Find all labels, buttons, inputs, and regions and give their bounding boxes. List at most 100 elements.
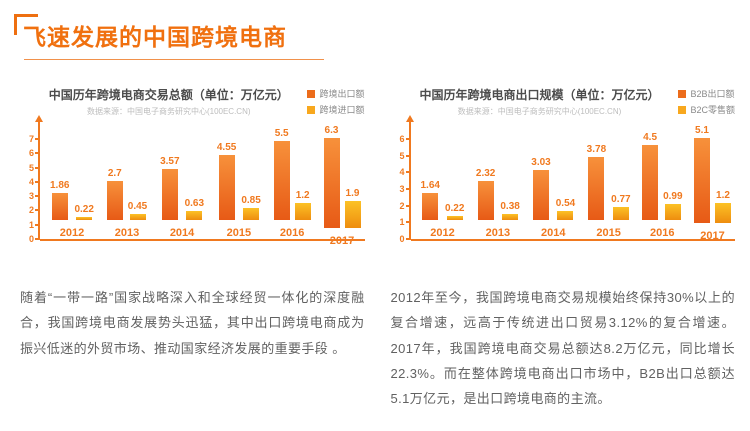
bar-pair: 2.32 0.38	[476, 125, 520, 220]
bar-value-label: 0.85	[241, 194, 261, 206]
chart-source: 数据来源：中国电子商务研究中心(100EC.CN)	[457, 107, 622, 116]
bar-column: 5.1	[693, 125, 710, 223]
legend-item: 跨境进口额	[307, 103, 365, 116]
bar-value-label: 5.1	[695, 125, 709, 136]
bar-group: 6.3 1.9 2017	[323, 125, 361, 247]
bar	[557, 211, 574, 220]
bar-pair: 3.78 0.77	[587, 125, 631, 220]
bar-column: 1.2	[714, 190, 731, 223]
legend-swatch-icon	[678, 105, 687, 114]
bar-value-label: 1.2	[716, 190, 730, 201]
bar-pair: 3.57 0.63	[160, 125, 204, 220]
bar	[344, 200, 361, 228]
bar-group: 5.5 1.2 2016	[273, 125, 311, 239]
y-tick-mark	[35, 223, 40, 226]
bar-value-label: 0.99	[663, 190, 683, 202]
bar	[502, 213, 519, 220]
bar-group: 3.03 0.54 2014	[531, 125, 575, 240]
bar	[642, 145, 659, 220]
legend-item: B2B出口额	[678, 87, 735, 100]
bar-group: 5.1 1.2 2017	[693, 125, 731, 242]
bar	[76, 216, 93, 220]
y-tick-mark	[35, 209, 40, 212]
bar-group: 2.7 0.45 2013	[106, 125, 147, 239]
bar-group: 4.5 0.99 2016	[642, 125, 683, 239]
year-label: 2016	[650, 227, 675, 239]
y-tick-label: 7	[28, 134, 34, 144]
bar-value-label: 4.55	[216, 142, 237, 153]
y-tick-mark	[35, 195, 40, 198]
bar-column: 4.5	[642, 132, 659, 220]
bar-value-label: 1.86	[50, 180, 70, 192]
bar-column: 3.03	[531, 156, 551, 220]
slide-header: 飞速发展的中国跨境电商	[14, 13, 344, 60]
x-axis-line	[410, 239, 735, 241]
legend-label: B2C零售额	[690, 105, 735, 115]
bar-column: 0.99	[663, 190, 683, 220]
y-tick-label: 6	[28, 148, 34, 159]
bar	[323, 138, 340, 228]
year-label: 2014	[541, 227, 566, 239]
corner-bracket-decoration	[14, 14, 38, 35]
year-label: 2013	[114, 227, 140, 239]
bar-value-label: 2.7	[107, 168, 122, 180]
y-axis: 0 1 2 3 4 5 6 7	[20, 115, 43, 244]
right-paragraph: 2012年至今，我国跨境电商交易规模始终保持30%以上的复合增速，远高于传统进出…	[390, 290, 735, 407]
bar-pair: 5.5 1.2	[273, 125, 311, 220]
year-label: 2012	[430, 227, 455, 239]
bar-pair: 5.1 1.2	[693, 125, 731, 223]
y-tick-mark	[405, 171, 411, 174]
title-underline	[24, 59, 324, 60]
chart-legend: B2B出口额 B2C零售额	[678, 86, 735, 119]
chart-legend: 跨境出口额跨境进口额	[307, 86, 365, 119]
y-tick-label: 5	[399, 150, 405, 161]
bar	[186, 211, 203, 220]
bar-value-label: 3.78	[586, 144, 607, 155]
legend-label: 跨境出口额	[319, 89, 365, 99]
y-axis-line	[38, 120, 40, 239]
y-tick-label: 6	[399, 134, 405, 144]
bar-group: 4.55 0.85 2015	[217, 125, 261, 239]
bar-value-label: 3.57	[160, 156, 180, 167]
bar-value-label: 3.03	[531, 156, 551, 168]
y-tick-label: 3	[399, 184, 405, 194]
y-axis-arrow-icon	[35, 115, 43, 122]
bar-column: 1.9	[344, 188, 361, 228]
y-axis-arrow-icon	[405, 115, 414, 122]
y-tick-label: 4	[399, 167, 405, 178]
bar	[129, 213, 146, 220]
bar-plot: 0 1 2 3 4 5 6 7 1.86 0.22 2012 2.7 0.45 2013 3.57 0.63 2…	[20, 115, 365, 259]
y-tick-mark	[405, 188, 411, 190]
chart-transaction-total: 中国历年跨境电商交易总额（单位：万亿元） 数据来源：中国电子商务研究中心(100…	[20, 86, 365, 259]
bar-column: 0.54	[556, 198, 575, 220]
bar-groups: 1.86 0.22 2012 2.7 0.45 2013 3.57 0.63 2014 4.55 0…	[42, 125, 365, 247]
bar-column: 3.78	[587, 144, 606, 220]
y-tick-label: 5	[28, 162, 34, 173]
bar-value-label: 0.77	[611, 194, 631, 206]
year-label: 2016	[279, 227, 305, 239]
y-tick-label: 1	[399, 217, 405, 228]
y-tick-mark	[35, 152, 40, 155]
bar-group: 1.86 0.22 2012	[50, 125, 94, 239]
bar	[446, 216, 463, 220]
bar	[533, 169, 550, 220]
chart-title: 中国历年跨境电商出口规模（单位：万亿元）	[419, 88, 660, 102]
y-tick-mark	[35, 180, 40, 183]
bar-column: 0.63	[185, 198, 204, 220]
bar	[714, 203, 731, 223]
year-label: 2017	[329, 235, 355, 247]
bar	[693, 138, 710, 223]
bar-value-label: 0.63	[184, 198, 205, 209]
year-label: 2013	[485, 227, 511, 239]
chart-head: 中国历年跨境电商出口规模（单位：万亿元） 数据来源：中国电子商务研究中心(100…	[391, 86, 735, 119]
y-tick-label: 2	[399, 200, 405, 211]
legend-swatch-icon	[307, 105, 316, 114]
bar	[273, 141, 290, 220]
bar	[51, 193, 68, 220]
bar-pair: 4.5 0.99	[642, 125, 683, 220]
page-title: 飞速发展的中国跨境电商	[23, 24, 287, 50]
bar-value-label: 0.54	[555, 198, 576, 209]
bar-value-label: 2.32	[475, 168, 496, 180]
bar	[106, 181, 123, 220]
bar-value-label: 6.3	[324, 125, 339, 136]
